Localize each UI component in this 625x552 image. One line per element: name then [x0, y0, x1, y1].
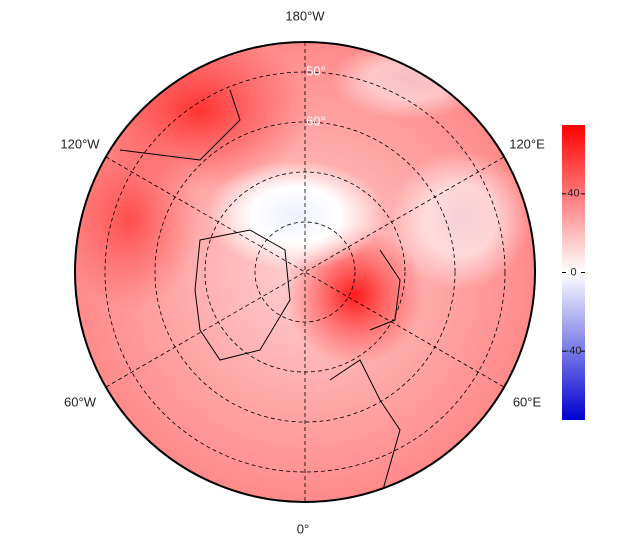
- longitude-label: 180°W: [285, 8, 325, 23]
- latitude-label: 50°: [306, 63, 326, 78]
- colorbar-gradient: [562, 125, 585, 420]
- longitude-label: 120°E: [509, 136, 545, 151]
- longitude-label: 120°W: [60, 136, 100, 151]
- latitude-label: 60°: [306, 113, 326, 128]
- graticule: [104, 42, 506, 502]
- longitude-label: 0°: [297, 521, 309, 536]
- longitude-label: 60°W: [64, 394, 97, 409]
- labels: 180°W 120°W 120°E 60°W 60°E 0° 50° 60°: [60, 8, 545, 536]
- map-border: [74, 41, 536, 503]
- colorbar-tick-label: 0: [570, 266, 576, 278]
- colorbar-tick-label: -40: [566, 345, 582, 357]
- colorbar-tick-label: 40: [567, 188, 579, 200]
- field: [75, 42, 535, 502]
- longitude-label: 60°E: [513, 394, 542, 409]
- colorbar: -40 0 40: [562, 125, 585, 420]
